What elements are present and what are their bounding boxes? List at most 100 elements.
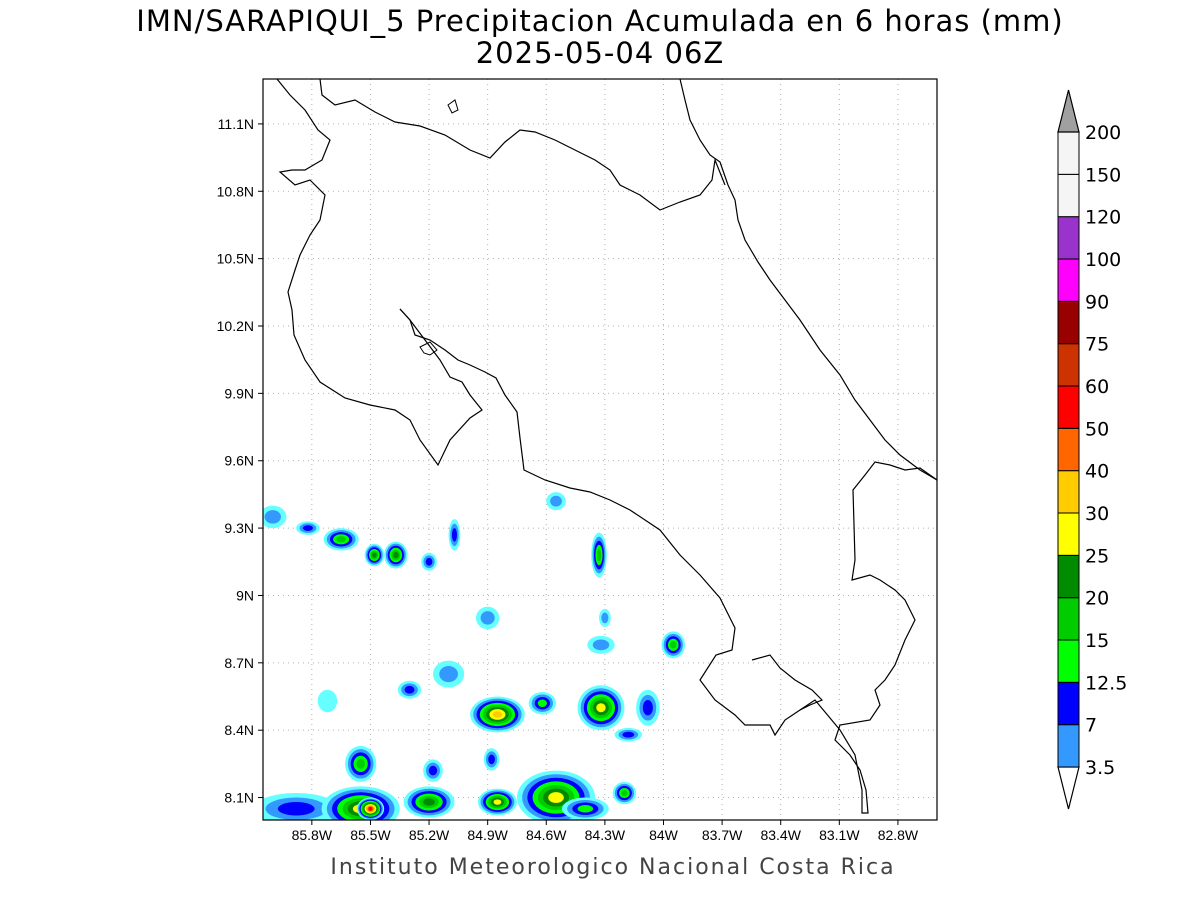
- precip-cell: [403, 786, 455, 818]
- precip-contour: [493, 799, 502, 805]
- precip-cell: [528, 692, 557, 715]
- colorbar-swatch: [1057, 216, 1080, 260]
- lat-tick-label: 9N: [236, 587, 254, 603]
- precip-cell: [263, 505, 287, 529]
- precip-contour: [425, 557, 433, 566]
- colorbar-swatch: [1057, 173, 1080, 218]
- precip-cell: [296, 521, 320, 535]
- map-gridlines: [263, 79, 937, 820]
- coastline: [276, 79, 937, 814]
- precip-contour: [596, 703, 606, 713]
- precip-contour: [423, 798, 435, 806]
- precip-cell: [317, 689, 338, 713]
- colorbar-label: 3.5: [1085, 757, 1115, 779]
- colorbar-label: 100: [1085, 249, 1121, 271]
- precip-cell: [263, 793, 340, 820]
- precip-contour: [577, 805, 594, 813]
- precip-cell: [397, 680, 422, 699]
- lat-tick-label: 9.9N: [224, 385, 254, 401]
- colorbar-swatch: [1057, 385, 1080, 429]
- map-date-subtitle: 2025-05-04 06Z: [475, 36, 725, 70]
- precip-contour: [372, 552, 377, 558]
- latitude-ticks: 8.1N 8.4N 8.7N 9N 9.3N 9.6N 9.9N 10.2N 10.5N 10.8…: [217, 116, 263, 806]
- lat-tick-label: 8.1N: [224, 790, 254, 806]
- colorbar-label: 60: [1085, 376, 1109, 398]
- lon-tick-label: 83.7W: [702, 827, 743, 843]
- precip-cell: [587, 635, 615, 654]
- lon-tick-label: 84.3W: [585, 827, 626, 843]
- colorbar-label: 200: [1085, 122, 1121, 144]
- colorbar-swatch: [1057, 639, 1080, 683]
- precip-contour: [596, 548, 602, 562]
- precip-cell: [477, 788, 517, 816]
- precip-cell: [432, 660, 465, 688]
- precip-contour: [537, 699, 547, 707]
- precip-cell: [470, 696, 525, 733]
- lat-tick-label: 9.6N: [224, 453, 254, 469]
- precip-contour: [548, 792, 564, 803]
- precip-cell: [364, 543, 385, 567]
- precip-cell: [546, 492, 566, 511]
- precip-contour: [356, 758, 365, 769]
- precipitation-field: [263, 492, 685, 820]
- precip-contour: [601, 612, 609, 624]
- precip-contour: [393, 551, 399, 559]
- colorbar-label: 90: [1085, 291, 1109, 313]
- footer-credit: Instituto Meteorologico Nacional Costa R…: [330, 855, 896, 880]
- precip-contour: [317, 689, 338, 713]
- precip-cell: [345, 745, 377, 782]
- precip-cell: [421, 552, 437, 571]
- colorbar-swatch: [1057, 512, 1080, 556]
- precip-contour: [488, 754, 495, 765]
- precip-contour: [302, 525, 313, 531]
- precip-cell: [475, 606, 500, 630]
- colorbar-label: 150: [1085, 164, 1121, 186]
- lat-tick-label: 10.2N: [217, 318, 254, 334]
- precip-contour: [439, 665, 458, 683]
- lake-outline: [447, 99, 459, 114]
- precip-contour: [670, 641, 677, 649]
- colorbar-upper-arrow: [1057, 89, 1080, 133]
- colorbar-label: 15: [1085, 630, 1109, 652]
- precip-cell: [636, 689, 660, 726]
- colorbar-label: 30: [1085, 503, 1109, 525]
- longitude-ticks: 85.8W 85.5W 85.2W 84.9W 84.6W 84.3W 84W 83.7W 83…: [292, 820, 919, 843]
- precip-cell: [591, 532, 607, 578]
- colorbar-swatch: [1057, 343, 1080, 387]
- colorbar-swatch: [1057, 427, 1080, 472]
- precip-contour: [642, 700, 653, 716]
- precip-cell: [561, 797, 609, 820]
- colorbar-label: 40: [1085, 461, 1109, 483]
- precip-cell: [323, 528, 359, 551]
- colorbar-label: 50: [1085, 418, 1109, 440]
- colorbar-label: 120: [1085, 207, 1121, 229]
- lat-tick-label: 10.5N: [217, 251, 254, 267]
- precip-cell: [356, 797, 385, 820]
- caribbean-coastline: [679, 79, 937, 481]
- lon-tick-label: 85.8W: [292, 827, 333, 843]
- lon-tick-label: 84.6W: [526, 827, 567, 843]
- precip-contour: [368, 806, 373, 811]
- colorbar-swatch: [1057, 131, 1080, 175]
- colorbar-swatch: [1057, 554, 1080, 599]
- precip-contour: [451, 528, 457, 542]
- map-frame: [262, 78, 938, 821]
- lon-tick-label: 82.8W: [878, 827, 919, 843]
- colorbar-swatch: [1057, 681, 1080, 726]
- nicaragua-border: [319, 79, 726, 211]
- lat-tick-label: 11.1N: [218, 116, 254, 132]
- colorbar: 3.5 7 12.5 15 20 25 30 40 50 60 75 90 100 120 150 200: [1057, 89, 1127, 810]
- lon-tick-label: 84W: [649, 827, 679, 843]
- precip-contour: [336, 536, 346, 543]
- lon-tick-label: 85.2W: [409, 827, 450, 843]
- precip-contour: [264, 510, 281, 524]
- colorbar-swatch: [1057, 258, 1080, 302]
- precip-contour: [492, 711, 503, 718]
- pacific-coastline-north: [276, 79, 483, 467]
- precip-cell: [384, 541, 408, 569]
- colorbar-label: 7: [1085, 715, 1097, 737]
- lon-tick-label: 83.1W: [819, 827, 860, 843]
- lat-tick-label: 10.8N: [217, 183, 254, 199]
- colorbar-lower-arrow: [1057, 766, 1080, 810]
